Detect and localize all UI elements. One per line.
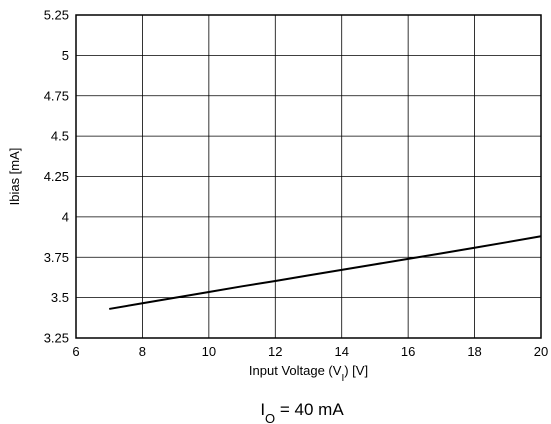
y-tick-label-5: 4.5 [51, 129, 69, 144]
x-axis-label-text: Input Voltage (V [249, 363, 342, 378]
y-axis-label: Ibias [mA] [7, 148, 22, 206]
caption-subscript: O [265, 411, 275, 424]
y-tick-label-0: 3.25 [44, 331, 69, 346]
x-tick-label-1: 8 [139, 344, 146, 359]
x-axis-label-suffix: ) [V] [344, 363, 368, 378]
x-tick-label-5: 16 [401, 344, 415, 359]
x-tick-label-4: 14 [334, 344, 348, 359]
y-tick-label-1: 3.5 [51, 290, 69, 305]
x-tick-label-7: 20 [534, 344, 548, 359]
x-axis-label: Input Voltage (VI) [V] [249, 363, 368, 384]
x-tick-label-6: 18 [467, 344, 481, 359]
y-tick-labels: 3.25 3.5 3.75 4 4.25 4.5 4.75 5 5.25 [44, 8, 69, 346]
x-tick-label-0: 6 [72, 344, 79, 359]
series-layer [109, 235, 542, 310]
x-tick-label-2: 10 [202, 344, 216, 359]
plot-frame [75, 14, 542, 339]
x-tick-label-3: 12 [268, 344, 282, 359]
y-tick-label-4: 4.25 [44, 169, 69, 184]
series-line-0 [109, 235, 542, 310]
x-tick-labels: 6 8 10 12 14 16 18 20 [72, 344, 548, 359]
y-tick-label-3: 4 [62, 209, 69, 224]
caption-suffix: = 40 mA [275, 400, 344, 419]
y-tick-label-6: 4.75 [44, 88, 69, 103]
caption-text: I [260, 400, 265, 419]
grid [75, 14, 542, 339]
y-tick-label-8: 5.25 [44, 8, 69, 23]
y-tick-label-7: 5 [62, 48, 69, 63]
y-tick-label-2: 3.75 [44, 250, 69, 265]
x-axis-label-subscript: I [341, 373, 344, 384]
chart-caption: IO = 40 mA [260, 400, 344, 424]
